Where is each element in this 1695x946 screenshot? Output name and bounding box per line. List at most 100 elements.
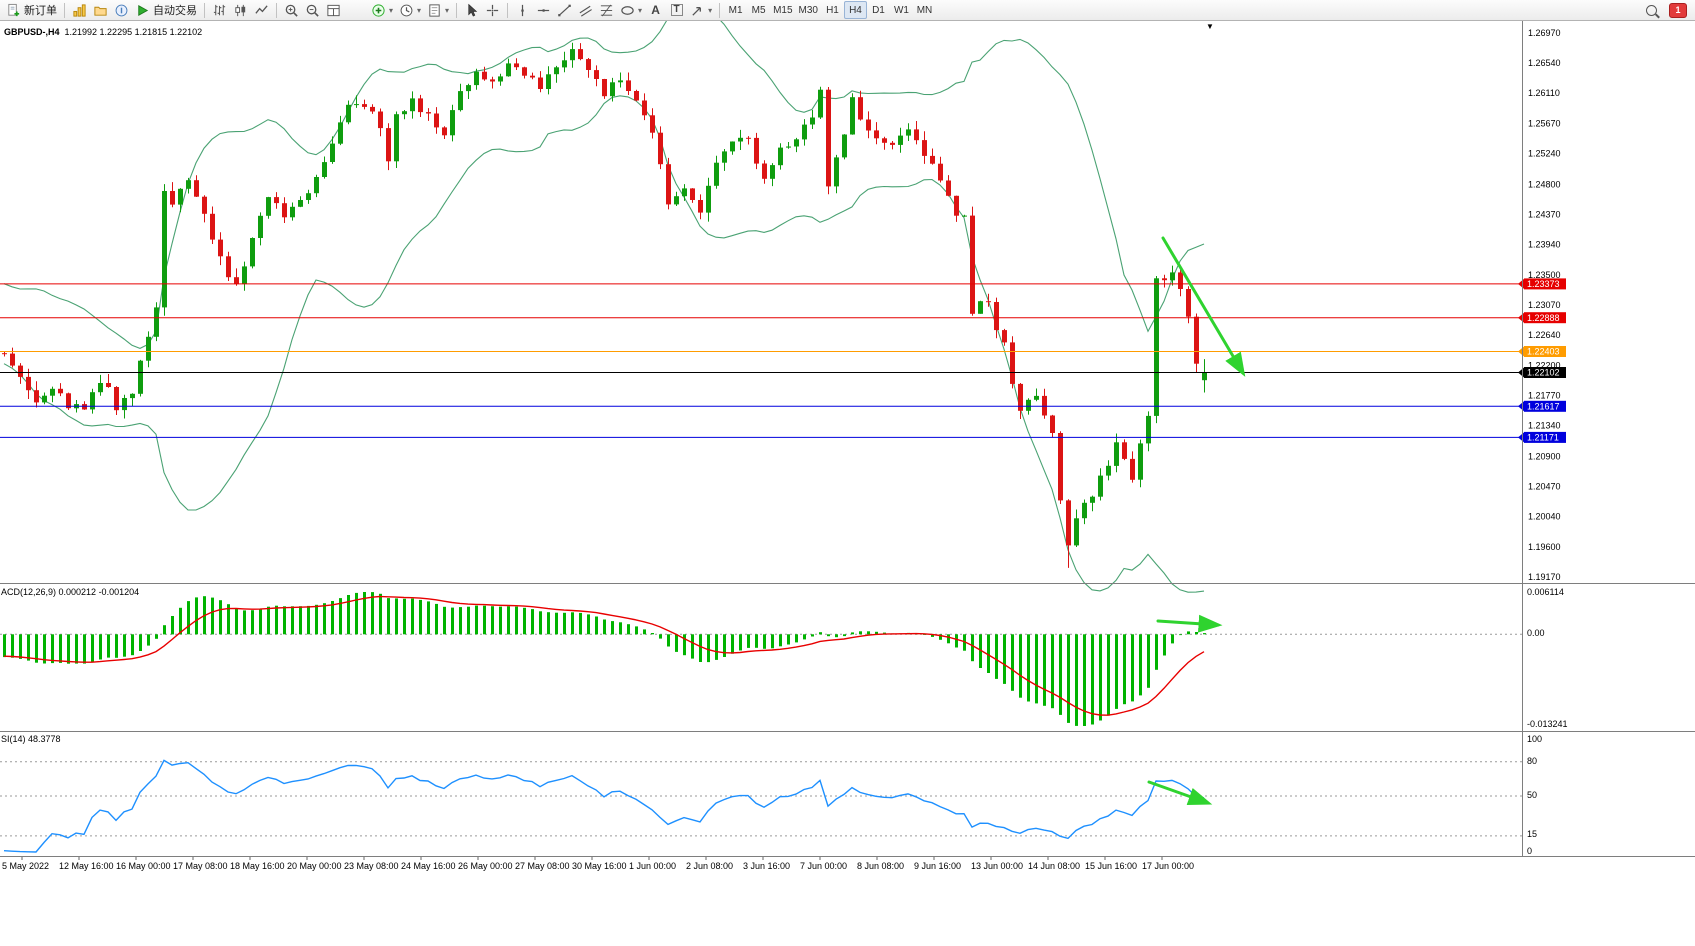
new-order-button[interactable]: 新订单 xyxy=(3,1,60,19)
macd-histogram-bar xyxy=(939,634,942,640)
trend-arrow-annotation[interactable] xyxy=(1147,780,1213,805)
time-axis-label: 26 May 00:00 xyxy=(458,861,513,871)
notification-badge[interactable]: 1 xyxy=(1669,2,1687,18)
arrows-caret-icon[interactable]: ▾ xyxy=(708,5,713,15)
trend-arrow-annotation[interactable] xyxy=(1161,236,1246,377)
candle-body xyxy=(546,74,551,89)
periods-caret-icon[interactable]: ▾ xyxy=(417,5,422,15)
templates-caret-icon[interactable]: ▾ xyxy=(445,5,450,15)
horizontal-level-lines[interactable]: 1.23373 1.22888 1.22403 1.22102 1.21617 1.211… xyxy=(0,278,1566,443)
price-tick-label: 1.19600 xyxy=(1528,542,1561,552)
timeframe-m15-button[interactable]: M15 xyxy=(770,1,795,19)
scroll-to-end-icon[interactable]: ▼ xyxy=(1206,22,1214,31)
line-chart-icon xyxy=(255,4,268,14)
price-tick-label: 1.26970 xyxy=(1528,28,1561,38)
candle-body xyxy=(410,98,415,112)
candle-body xyxy=(1154,278,1159,416)
candle-body xyxy=(1186,289,1191,317)
horizontal-line-tool-button[interactable] xyxy=(533,1,554,19)
macd-histogram-bar xyxy=(507,606,510,635)
indicators-button[interactable]: ▾ xyxy=(368,1,396,19)
trend-arrow-annotation[interactable] xyxy=(1156,614,1223,633)
candlestick-chart-icon xyxy=(235,4,246,16)
macd-histogram-bar xyxy=(651,633,654,635)
candle-body xyxy=(794,139,799,147)
candle-body xyxy=(426,112,431,114)
candle-body xyxy=(1130,458,1135,480)
indicators-caret-icon[interactable]: ▾ xyxy=(389,5,394,15)
timeframe-h4-button[interactable]: H4 xyxy=(843,1,867,19)
macd-histogram-bar xyxy=(611,621,614,635)
timeframe-h1-button[interactable]: H1 xyxy=(821,1,844,19)
macd-histogram-bar xyxy=(579,612,582,635)
vertical-line-tool-button[interactable] xyxy=(512,1,533,19)
candle-body xyxy=(666,164,671,205)
candle-body xyxy=(698,200,703,213)
macd-histogram-bar xyxy=(1171,634,1174,644)
macd-histogram-bar xyxy=(11,634,14,658)
arrows-tool-button[interactable]: ▾ xyxy=(687,1,715,19)
search-icon[interactable] xyxy=(1646,4,1657,16)
trendline-tool-button[interactable] xyxy=(554,1,575,19)
text-tool-button[interactable]: A xyxy=(645,1,666,19)
candle-body xyxy=(34,390,39,403)
macd-histogram-bar xyxy=(555,612,558,635)
candle-body xyxy=(162,191,167,308)
macd-histogram-bar xyxy=(675,634,678,652)
timeframe-m1-button[interactable]: M1 xyxy=(724,1,747,19)
timeframe-w1-button[interactable]: W1 xyxy=(890,1,913,19)
shapes-tool-button[interactable]: ▾ xyxy=(617,1,645,19)
timeframe-m5-button[interactable]: M5 xyxy=(747,1,770,19)
candle-body xyxy=(1042,395,1047,416)
timeframe-d1-button[interactable]: D1 xyxy=(867,1,890,19)
candle-body xyxy=(1106,465,1111,476)
candle-body xyxy=(986,301,991,303)
tile-windows-button[interactable] xyxy=(323,1,344,19)
profiles-button[interactable] xyxy=(90,1,111,19)
autotrading-button[interactable]: 自动交易 xyxy=(132,1,200,19)
price-tick-label: 1.24800 xyxy=(1528,179,1561,189)
candle-body xyxy=(66,393,71,409)
macd-histogram-bar xyxy=(307,605,310,635)
candle-body xyxy=(1146,415,1151,444)
timeframe-mn-button[interactable]: MN xyxy=(913,1,936,19)
timeframe-m30-button[interactable]: M30 xyxy=(796,1,821,19)
candle-body xyxy=(42,395,47,403)
annotations[interactable] xyxy=(1147,236,1246,805)
zoom-out-button[interactable] xyxy=(302,1,323,19)
macd-histogram-bar xyxy=(1163,634,1166,656)
autotrading-label: 自动交易 xyxy=(153,5,197,17)
price-tick-label: 1.25670 xyxy=(1528,119,1561,129)
macd-histogram-bar xyxy=(1003,634,1006,684)
toolbar-separator xyxy=(456,2,458,18)
candle-body xyxy=(298,200,303,207)
macd-histogram-bar xyxy=(379,593,382,635)
fibonacci-tool-button[interactable] xyxy=(596,1,617,19)
candle-body xyxy=(434,113,439,128)
text-label-tool-button[interactable]: T xyxy=(666,1,687,19)
candle-body xyxy=(522,67,527,76)
bar-chart-button[interactable] xyxy=(209,1,230,19)
macd-histogram-bar xyxy=(387,598,390,635)
data-window-button[interactable] xyxy=(111,1,132,19)
candlestick-chart-button[interactable] xyxy=(230,1,251,19)
templates-button[interactable]: ▾ xyxy=(424,1,452,19)
macd-histogram-bar xyxy=(323,603,326,635)
macd-histogram-bar xyxy=(571,612,574,635)
candlestick-series[interactable] xyxy=(2,42,1207,568)
macd-scale-min: -0.013241 xyxy=(1527,719,1568,729)
rsi-scale-100: 100 xyxy=(1527,734,1543,744)
new-chart-button[interactable] xyxy=(69,1,90,19)
shapes-caret-icon[interactable]: ▾ xyxy=(638,5,643,15)
tile-windows-icon xyxy=(327,4,340,16)
candle-body xyxy=(930,155,935,164)
macd-histogram-bar xyxy=(211,597,214,635)
line-chart-button[interactable] xyxy=(251,1,272,19)
zoom-in-button[interactable] xyxy=(281,1,302,19)
periods-button[interactable]: ▾ xyxy=(396,1,424,19)
channel-tool-button[interactable] xyxy=(575,1,596,19)
cursor-button[interactable] xyxy=(461,1,482,19)
price-tick-label: 1.19170 xyxy=(1528,572,1561,582)
crosshair-button[interactable] xyxy=(482,1,503,19)
